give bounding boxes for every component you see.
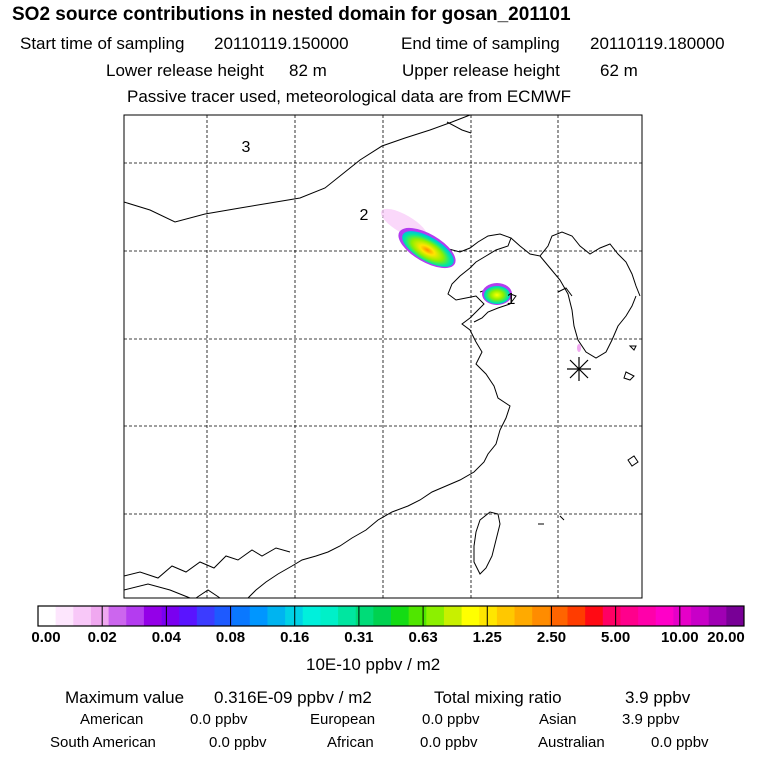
coastlines [123,114,641,599]
region-label-1: 1 [507,291,516,308]
start-time-label: Start time of sampling [20,34,185,53]
colorbar-cell [232,606,251,626]
max-value-label: Maximum value [65,688,185,707]
colorbar-cell [514,606,533,626]
colorbar-cell [549,606,568,626]
region-name-south-american: South American [50,734,156,751]
lower-height-value: 82 m [289,61,327,80]
receptor-asterisk-icon [567,357,591,381]
colorbar-cells [37,606,745,626]
total-mixing-label: Total mixing ratio [434,688,562,707]
region-label-2: 2 [360,207,369,224]
colorbar-cell [143,606,162,626]
colorbar-tick-label: 0.16 [280,629,310,646]
lat-lon-grid [124,115,642,598]
colorbar-cell [161,606,180,626]
colorbar-cell [267,606,286,626]
colorbar-cell [73,606,92,626]
colorbar-cell [585,606,604,626]
colorbar-tick-label: 10.00 [661,629,699,646]
region-value-american: 0.0 ppbv [190,711,248,728]
colorbar-cell [461,606,480,626]
colorbar-tick-label: 0.31 [344,629,374,646]
colorbar-cell [126,606,145,626]
region-value-australian: 0.0 ppbv [651,734,709,751]
region-name-asian: Asian [539,711,577,728]
colorbar-cell [214,606,233,626]
concentration-plume-1 [381,208,456,269]
colorbar-cell [285,606,304,626]
colorbar-cell [338,606,357,626]
colorbar-frame [37,605,745,627]
colorbar-tick-label: 0.00 [31,629,61,646]
colorbar-tick-label: 2.50 [536,629,567,646]
total-mixing-value: 3.9 ppbv [625,688,691,707]
region-name-american: American [80,711,144,728]
region-name-australian: Australian [538,734,605,751]
region-name-african: African [327,734,374,751]
colorbar-tick-label: 20.00 [707,629,745,646]
colorbar-cell [179,606,198,626]
colorbar-tick-label: 0.02 [87,629,117,646]
colorbar-cell [673,606,692,626]
concentration-trace [577,344,581,352]
upper-height-label: Upper release height [402,61,560,80]
colorbar-cell [691,606,710,626]
page-title: SO2 source contributions in nested domai… [12,4,571,25]
colorbar-cell [655,606,674,626]
tracer-note: Passive tracer used, meteorological data… [127,87,572,106]
colorbar-cell [391,606,410,626]
colorbar-cell [567,606,586,626]
colorbar-cell [38,606,57,626]
region-value-asian: 3.9 ppbv [622,711,680,728]
colorbar-cell [496,606,515,626]
colorbar-cell [355,606,374,626]
colorbar-cell [320,606,339,626]
colorbar-cell [408,606,427,626]
concentration-plume-2 [482,283,512,305]
colorbar-tick-label: 0.04 [151,629,181,646]
colorbar-cell [196,606,215,626]
colorbar-tick-label: 0.63 [408,629,438,646]
upper-height-value: 62 m [600,61,638,80]
colorbar-cell [249,606,268,626]
colorbar-tick-label: 1.25 [472,629,502,646]
colorbar-cell [302,606,321,626]
lower-height-label: Lower release height [106,61,264,80]
region-value-african: 0.0 ppbv [420,734,478,751]
start-time-value: 20110119.150000 [214,34,349,53]
colorbar-cell [55,606,74,626]
colorbar-cell [443,606,462,626]
colorbar-tick-label: 0.08 [215,629,246,646]
max-value: 0.316E-09 ppbv / m2 [214,688,372,707]
colorbar-cell [108,606,127,626]
colorbar-cell [602,606,621,626]
end-time-label: End time of sampling [401,34,560,53]
region-value-european: 0.0 ppbv [422,711,480,728]
region-label-3: 3 [242,139,251,156]
end-time-value: 20110119.180000 [590,34,725,53]
colorbar-cell [373,606,392,626]
region-name-european: European [310,711,376,728]
colorbar-cell [479,606,498,626]
colorbar-cell [708,606,727,626]
colorbar-cell [620,606,639,626]
colorbar-cell [532,606,551,626]
colorbar-unit: 10E-10 ppbv / m2 [306,655,441,674]
colorbar-cell [726,606,745,626]
region-value-south-american: 0.0 ppbv [209,734,267,751]
colorbar-tick-label: 5.00 [601,629,631,646]
colorbar-cell [638,606,657,626]
colorbar-cell [426,606,445,626]
colorbar-cell [90,606,109,626]
